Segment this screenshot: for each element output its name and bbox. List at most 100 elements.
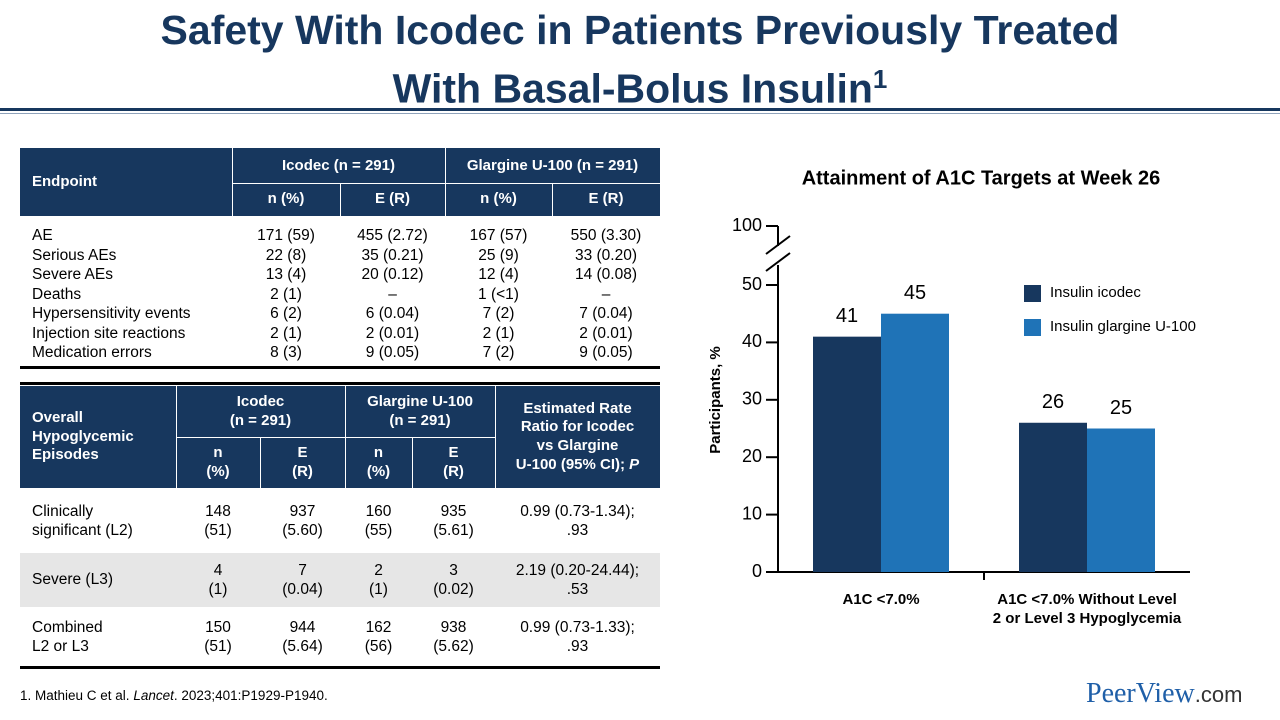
header-cell-text: Icodec (n = 291) xyxy=(282,157,395,175)
table-cell: 2 (0.01) xyxy=(340,324,445,344)
table-cell-text: 7 (2) xyxy=(482,344,515,362)
table-cell-line: 7 xyxy=(298,561,307,579)
header-divider xyxy=(445,148,446,216)
table-cell: 550 (3.30) xyxy=(552,226,660,246)
table-cell-text: 550 (3.30) xyxy=(570,227,642,245)
table-cell-text: 1 (<1) xyxy=(478,285,519,303)
table-cell-line: (5.64) xyxy=(282,638,323,655)
table-cell-text: 33 (0.20) xyxy=(574,246,638,264)
header-cell-line: Estimated Rate xyxy=(523,399,632,417)
table-cell: 167 (57) xyxy=(445,226,552,246)
header-cell-line: E xyxy=(297,443,308,461)
table-cell: 3 (0.02) xyxy=(412,553,495,607)
header-cell-line: U-100 (95% CI); P xyxy=(515,455,640,473)
table-rule xyxy=(20,366,660,369)
table-cell: Clinically significant (L2) xyxy=(20,494,176,548)
table-cell-text: Hypersensitivity events xyxy=(32,305,191,323)
hypoglycemia-table: Overall Hypoglycemic Episodes Icodec (n = 29… xyxy=(0,380,680,680)
table-cell-line: (51) xyxy=(204,638,232,655)
header-cell-line: Overall xyxy=(32,408,83,426)
table-cell-line: (0.02) xyxy=(433,581,474,598)
footnote-journal: Lancet xyxy=(133,688,174,703)
table-cell: 935 (5.61) xyxy=(412,494,495,548)
table-cell: 148 (51) xyxy=(176,494,260,548)
table-cell: 171 (59) xyxy=(232,226,340,246)
y-tick-label: 100 xyxy=(732,215,762,235)
header-cell: Icodec (n = 291) xyxy=(176,386,345,437)
data-label: 25 xyxy=(1110,397,1132,419)
table-cell: 7 (2) xyxy=(445,304,552,324)
table-cell-text: 22 (8) xyxy=(265,246,307,264)
header-cell-line: (R) xyxy=(292,462,313,480)
table-cell: Injection site reactions xyxy=(20,324,232,344)
logo-suffix: .com xyxy=(1194,682,1243,707)
table-cell-line: (55) xyxy=(364,522,393,539)
title-rule-thin xyxy=(0,113,1280,114)
table-cell: 150 (51) xyxy=(176,610,260,664)
table-cell-line: (1) xyxy=(208,581,228,598)
table-cell: 14 (0.08) xyxy=(552,265,660,285)
table-cell-line: 2 xyxy=(374,561,383,579)
legend-label: Insulin icodec xyxy=(1050,284,1141,301)
table-cell: Hypersensitivity events xyxy=(20,304,232,324)
table-cell: 4 (1) xyxy=(176,553,260,607)
y-axis-label: Participants, % xyxy=(707,346,724,454)
table-cell: – xyxy=(340,285,445,305)
header-cell: E (R) xyxy=(412,437,495,488)
header-cell: Icodec (n = 291) xyxy=(232,150,445,183)
table-cell-line: Clinically xyxy=(32,502,94,520)
table-cell-text: – xyxy=(388,285,397,303)
table-cell-text: 6 (0.04) xyxy=(365,305,420,323)
header-divider xyxy=(345,386,346,488)
table-cell-line: (5.62) xyxy=(433,638,474,655)
table-cell-line: .53 xyxy=(566,581,589,598)
table-cell-text: Injection site reactions xyxy=(32,324,186,342)
table-cell: 455 (2.72) xyxy=(340,226,445,246)
row-shade xyxy=(20,553,660,607)
table-cell: 9 (0.05) xyxy=(340,343,445,363)
data-label: 45 xyxy=(904,282,926,304)
table-cell-line: 160 xyxy=(365,502,392,520)
table-cell-line: 3 xyxy=(449,561,458,579)
header-cell-text: n (%) xyxy=(480,190,517,208)
table-cell: Medication errors xyxy=(20,343,232,363)
table-cell: 937 (5.60) xyxy=(260,494,345,548)
header-cell-line: (R) xyxy=(443,462,464,480)
table-cell-line: Combined xyxy=(32,618,103,636)
header-cell-text: Endpoint xyxy=(32,172,97,190)
bar xyxy=(813,336,881,572)
header-cell-line: Hypoglycemic xyxy=(32,427,134,445)
header-cell-line: Ratio for Icodec xyxy=(520,418,635,436)
table-cell-text: 2 (1) xyxy=(482,324,515,342)
header-divider xyxy=(176,437,495,438)
table-cell: 22 (8) xyxy=(232,246,340,266)
header-divider xyxy=(176,386,177,488)
title-text: With Basal-Bolus Insulin xyxy=(392,65,873,112)
header-cell-line: Episodes xyxy=(32,446,99,464)
table-cell-line: 0.99 (0.73-1.34); xyxy=(520,502,635,520)
table-cell-line: (5.61) xyxy=(433,522,474,539)
header-cell-line: n xyxy=(213,443,223,461)
header-divider xyxy=(412,437,413,488)
header-cell: Estimated Rate Ratio for Icodec vs Glargin… xyxy=(495,386,660,488)
table-cell-text: Severe AEs xyxy=(32,266,113,284)
table-cell: 2.19 (0.20-24.44); .53 xyxy=(495,553,660,607)
header-cell: E (R) xyxy=(552,183,660,216)
header-divider xyxy=(340,183,341,216)
table-cell: Combined L2 or L3 xyxy=(20,610,176,664)
table-cell: 6 (2) xyxy=(232,304,340,324)
table-cell: 2 (0.01) xyxy=(552,324,660,344)
header-cell-line: (n = 291) xyxy=(389,411,451,429)
table-cell-text: 2 (0.01) xyxy=(365,324,420,342)
table-cell-line: L2 or L3 xyxy=(32,638,89,655)
footnote-text: 1. Mathieu C et al. xyxy=(20,688,134,703)
x-tick-label: A1C <7.0% xyxy=(842,591,920,608)
logo: PeerView.com xyxy=(1086,677,1242,710)
data-label: 26 xyxy=(1042,391,1064,413)
header-cell: n (%) xyxy=(345,437,412,488)
header-cell: Glargine U-100 (n = 291) xyxy=(345,386,495,437)
table-cell-line: significant (L2) xyxy=(32,522,133,539)
header-cell-text: E (R) xyxy=(588,190,624,208)
bar xyxy=(881,313,949,572)
header-divider xyxy=(495,386,496,488)
